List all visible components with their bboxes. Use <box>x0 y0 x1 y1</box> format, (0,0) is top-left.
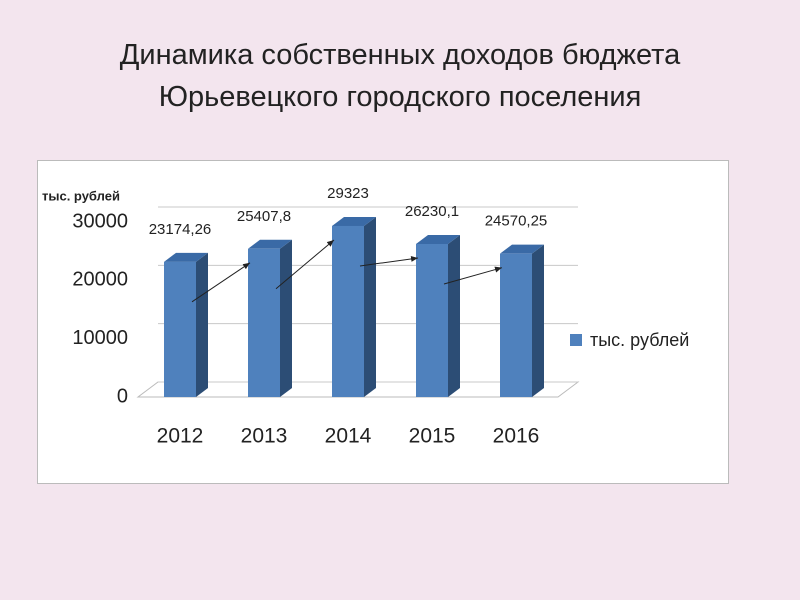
legend-label: тыс. рублей <box>590 330 689 350</box>
bar-side <box>196 252 208 397</box>
x-tick-label: 2014 <box>325 425 372 448</box>
bar-top <box>248 239 292 249</box>
legend-swatch <box>570 334 582 346</box>
value-label: 29323 <box>327 185 369 202</box>
bar-top <box>164 252 208 262</box>
value-label: 25407,8 <box>237 208 291 225</box>
y-tick-label: 20000 <box>72 269 128 291</box>
bar-side <box>448 234 460 397</box>
bar-side <box>532 244 544 397</box>
bar <box>416 243 448 397</box>
x-tick-label: 2013 <box>241 425 288 448</box>
bar <box>164 261 196 397</box>
x-tick-label: 2015 <box>409 425 456 448</box>
slide-title: Динамика собственных доходов бюджета Юрь… <box>119 39 681 113</box>
bar <box>248 248 280 397</box>
bar-top <box>332 216 376 226</box>
value-label: 26230,1 <box>405 203 459 220</box>
bar-side <box>280 239 292 397</box>
trend-arrow <box>443 266 503 285</box>
value-label: 24570,25 <box>485 213 548 230</box>
trend-arrow <box>359 255 419 267</box>
trend-arrow <box>275 239 335 290</box>
y-tick-label: 10000 <box>72 327 128 349</box>
y-tick-label: 0 <box>117 385 128 407</box>
x-tick-label: 2016 <box>493 425 540 448</box>
y-axis-label: тыс. рублей <box>42 188 120 203</box>
chart-area <box>37 160 729 484</box>
bar <box>500 253 532 397</box>
bar-top <box>500 244 544 254</box>
bar-top <box>416 234 460 244</box>
bar-side <box>364 216 376 397</box>
y-tick-label: 30000 <box>72 210 128 232</box>
x-tick-label: 2012 <box>157 425 204 448</box>
trend-arrow <box>191 262 251 303</box>
value-label: 23174,26 <box>149 221 212 238</box>
bar <box>332 225 364 397</box>
